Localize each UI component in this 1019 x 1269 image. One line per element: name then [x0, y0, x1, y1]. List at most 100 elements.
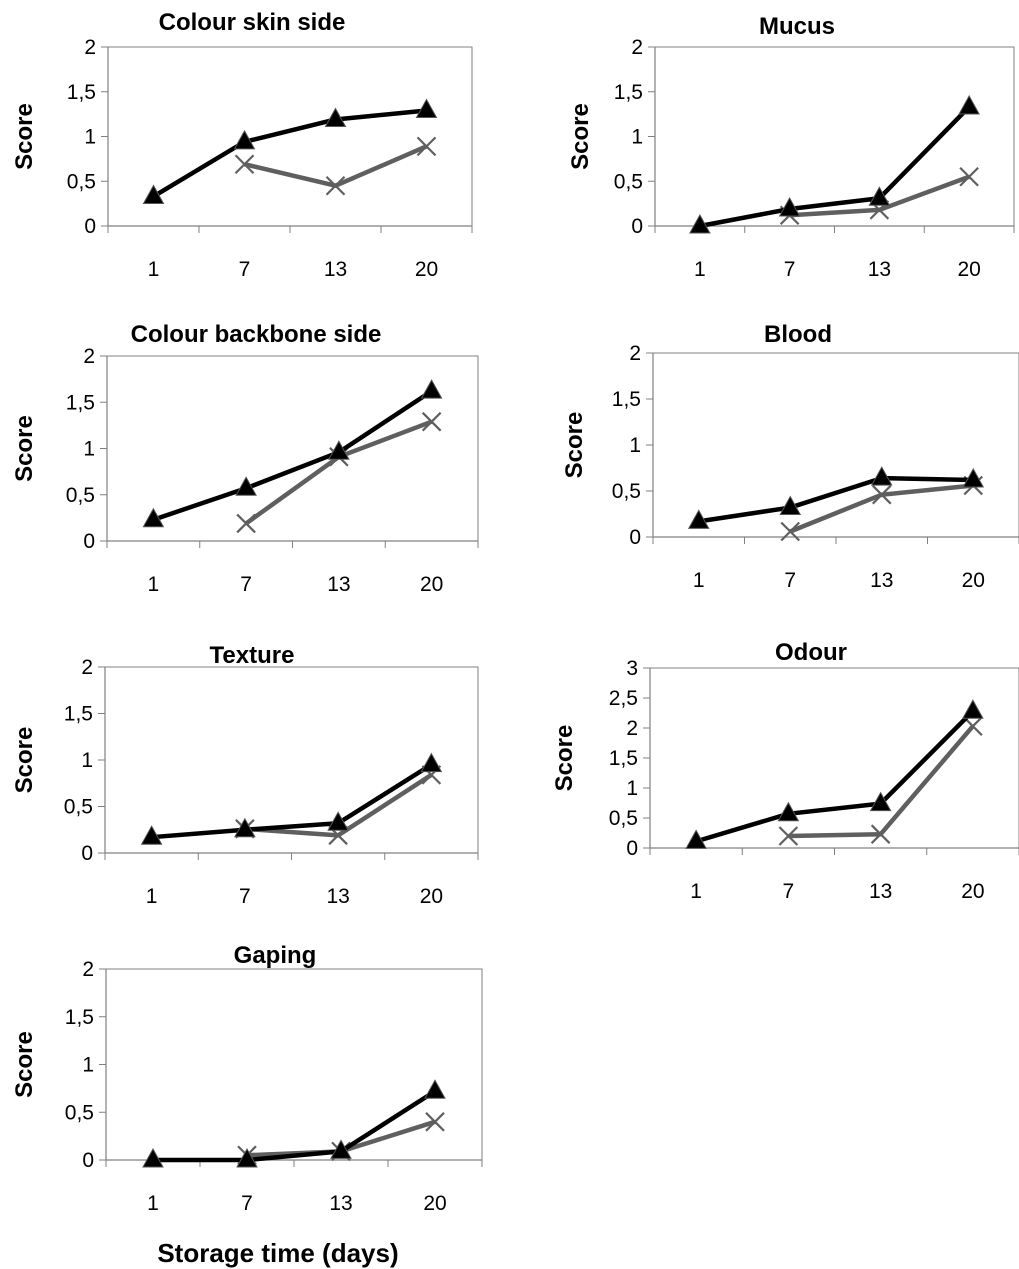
chart-title: Odour [775, 639, 847, 666]
y-tick-label: 1,5 [67, 81, 96, 104]
y-axis-label: Score [561, 412, 588, 479]
x-tick-label: 20 [420, 573, 443, 596]
plot-area [652, 352, 1019, 538]
x-tick-label: 7 [240, 573, 252, 596]
chart-title: Blood [764, 321, 832, 348]
x-tick-label: 13 [324, 258, 347, 281]
x-tick-label: 7 [241, 1192, 253, 1215]
series-triangle [689, 94, 980, 234]
x-tick-label: 13 [868, 258, 891, 281]
series-line [698, 475, 974, 524]
y-tick-label: 1,5 [66, 391, 95, 414]
series-cross [236, 411, 442, 534]
cross-marker [421, 411, 442, 432]
series-cross [778, 716, 983, 846]
y-tick-label: 0,5 [65, 1101, 94, 1124]
y-tick-label: 2 [626, 717, 638, 740]
y-tick-label: 2 [82, 958, 94, 981]
triangle-marker [142, 184, 165, 204]
triangle-marker [420, 752, 443, 773]
series-line [788, 724, 975, 839]
series-line [153, 1089, 437, 1163]
triangle-marker [324, 107, 347, 127]
x-tick-label: 13 [870, 569, 893, 592]
chart-panel: 0 0,5 1 1,5 2 1 7 13 20 Blood Score [561, 321, 1019, 592]
cross-marker [959, 166, 979, 187]
cross-marker [870, 824, 891, 844]
x-tick-label: 13 [327, 573, 350, 596]
series-triangle [687, 466, 985, 529]
series-triangle [142, 1079, 446, 1168]
series-triangle [140, 752, 443, 845]
plot-area [107, 46, 473, 227]
cross-marker [236, 513, 256, 534]
series-triangle [685, 699, 984, 849]
chart-title: Colour backbone side [131, 321, 382, 348]
y-tick-label: 2 [84, 36, 96, 59]
triangle-marker [962, 699, 984, 719]
triangle-marker [420, 379, 443, 399]
chart-panel: 0 0,5 1 1,5 2 1 7 13 20 Mucus Score [567, 13, 1015, 281]
triangle-marker [140, 825, 163, 845]
y-axis-label: Score [567, 103, 594, 170]
x-tick-label: 7 [239, 885, 251, 908]
triangle-marker [870, 466, 893, 486]
series-triangle [142, 379, 443, 528]
triangle-marker [235, 476, 257, 496]
x-tick-label: 20 [423, 1192, 446, 1215]
triangle-marker [415, 98, 438, 119]
triangle-marker [777, 801, 800, 822]
y-axis-label: Score [11, 1031, 38, 1098]
y-tick-label: 1 [631, 126, 643, 149]
triangle-marker [234, 817, 256, 838]
x-tick-label: 1 [693, 569, 705, 592]
y-tick-label: 0,5 [66, 484, 95, 507]
y-axis-label: Score [551, 725, 578, 792]
x-tick-label: 7 [783, 880, 795, 903]
triangle-marker [236, 1147, 258, 1168]
triangle-marker [142, 507, 165, 528]
y-tick-label: 0 [83, 530, 95, 553]
y-axis-label: Score [11, 727, 38, 794]
y-tick-label: 0 [626, 837, 638, 860]
x-tick-label: 7 [239, 258, 251, 281]
y-tick-label: 2 [631, 36, 643, 59]
y-tick-label: 2 [81, 656, 93, 679]
triangle-marker [868, 186, 891, 206]
y-tick-label: 0 [82, 1149, 94, 1172]
chart-title: Colour skin side [159, 9, 346, 36]
x-tick-label: 1 [690, 880, 702, 903]
x-tick-label: 20 [415, 258, 438, 281]
triangle-marker [142, 1147, 164, 1168]
x-tick-label: 1 [146, 885, 158, 908]
y-tick-label: 1,5 [609, 747, 638, 770]
y-tick-label: 1 [82, 1054, 94, 1077]
series-line [152, 389, 433, 522]
series-line [699, 105, 971, 229]
triangle-marker [424, 1079, 446, 1099]
x-tick-label: 13 [869, 880, 892, 903]
y-tick-label: 0 [629, 526, 641, 549]
y-tick-label: 0,5 [64, 796, 93, 819]
y-tick-label: 0,5 [614, 170, 643, 193]
cross-marker [325, 175, 346, 196]
y-tick-label: 1,5 [614, 81, 643, 104]
y-tick-label: 0 [84, 215, 96, 238]
y-tick-label: 0,5 [609, 807, 638, 830]
y-tick-label: 1 [629, 434, 641, 457]
cross-marker [425, 1112, 445, 1132]
y-tick-label: 1,5 [612, 388, 641, 411]
triangle-marker [958, 94, 980, 115]
cross-marker [234, 154, 255, 175]
plot-area [654, 46, 1015, 227]
y-axis-label: Score [11, 415, 38, 482]
triangle-marker [685, 829, 707, 849]
x-tick-label: 1 [147, 1192, 159, 1215]
triangle-marker [687, 509, 710, 529]
x-tick-label: 1 [148, 573, 160, 596]
chart-panel: 0 0,5 1 1,5 2 1 7 13 20 Colour backbone side Score [11, 321, 479, 596]
plot-area [105, 968, 483, 1161]
chart-panel: 0 0,5 1 1,5 2 1 7 13 20 Colour skin side Score [11, 9, 473, 281]
triangle-marker [233, 129, 256, 150]
y-tick-label: 2,5 [609, 687, 638, 710]
